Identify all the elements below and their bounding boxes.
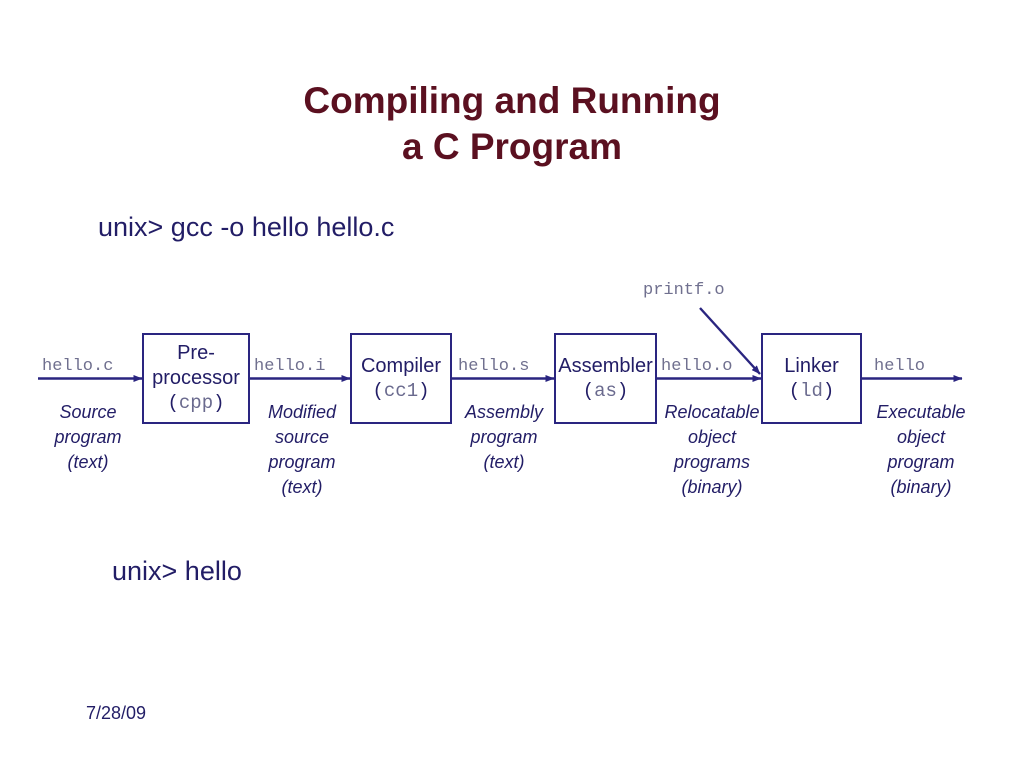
stage-tool-text-linker: ld — [800, 379, 823, 402]
stage-tool-text-compiler: cc1 — [383, 379, 419, 402]
caption-modified-source-program: Modified source program (text) — [267, 402, 337, 497]
stage-box-assembler[interactable]: Assembler (as) — [554, 333, 657, 424]
file-label-hello: hello — [874, 357, 926, 376]
file-label-hello-c: hello.c — [42, 357, 114, 376]
stage-tool-preprocessor: (cpp) — [167, 391, 224, 416]
paren-close-linker: ) — [822, 379, 835, 402]
stage-box-linker[interactable]: Linker (ld) — [761, 333, 862, 424]
stage-name-preprocessor: Pre- processor — [152, 342, 240, 389]
stage-name-compiler: Compiler — [360, 354, 442, 377]
file-label-printf-o: printf.o — [643, 281, 725, 300]
paren-open-preprocessor: ( — [167, 392, 179, 414]
paren-open-linker: ( — [788, 379, 801, 402]
stage-tool-assembler: (as) — [583, 379, 629, 404]
file-label-hello-s: hello.s — [458, 357, 530, 376]
slide-date: 7/28/09 — [86, 703, 147, 723]
stage-box-compiler[interactable]: Compiler (cc1) — [350, 333, 452, 424]
stage-tool-compiler: (cc1) — [372, 379, 429, 404]
caption-executable-object-program: Executable object program (binary) — [876, 402, 966, 497]
stage-tool-text-preprocessor: cpp — [178, 392, 214, 414]
file-label-hello-i: hello.i — [254, 357, 326, 376]
page-title-line-1: Compiling and Running — [303, 80, 721, 121]
paren-close-assembler: ) — [616, 379, 629, 402]
paren-close-compiler: ) — [418, 379, 430, 402]
stage-tool-text-assembler: as — [594, 379, 617, 402]
stage-name-assembler: Assembler — [558, 354, 653, 377]
run-command-text: unix> hello — [112, 556, 242, 586]
stage-tool-linker: (ld) — [789, 379, 835, 404]
caption-assembly-program: Assembly program (text) — [464, 402, 544, 472]
caption-relocatable-object-programs: Relocatable object programs (binary) — [664, 402, 760, 497]
page-title: Compiling and Running a C Program — [0, 78, 1024, 170]
paren-close-preprocessor: ) — [213, 392, 225, 414]
paren-open-compiler: ( — [372, 379, 384, 402]
arrow-printf-to-linker — [699, 307, 761, 375]
paren-open-assembler: ( — [582, 379, 595, 402]
compile-command-text: unix> gcc -o hello hello.c — [98, 212, 395, 242]
page-title-line-2: a C Program — [401, 126, 622, 167]
stage-box-preprocessor[interactable]: Pre- processor (cpp) — [142, 333, 250, 424]
stage-name-linker: Linker — [784, 354, 839, 377]
caption-source-program: Source program (text) — [54, 402, 122, 472]
file-label-hello-o: hello.o — [661, 357, 733, 376]
